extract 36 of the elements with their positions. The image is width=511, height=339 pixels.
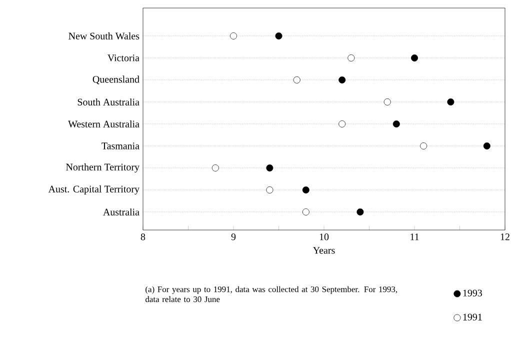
- point: [230, 32, 237, 40]
- point: [266, 164, 274, 172]
- y-tick-label: Aust. Capital Territory: [48, 185, 140, 194]
- point: [212, 164, 219, 172]
- y-tick-label: Victoria: [108, 54, 140, 62]
- point: [293, 76, 300, 84]
- point: [338, 76, 346, 84]
- point: [275, 32, 282, 40]
- point: [266, 186, 274, 194]
- legend-label: 1991: [463, 314, 482, 320]
- y-tick-label: South Australia: [78, 98, 140, 106]
- text: (a) For years up to 1991, data was collected at 30 September. For 1993, data relate to 30 June: [146, 286, 398, 302]
- x-tick-label: 9: [231, 234, 236, 240]
- x-tick-label: 10: [320, 234, 329, 240]
- point: [420, 142, 428, 150]
- y-tick-label: New South Wales: [68, 32, 140, 40]
- point: [411, 54, 418, 62]
- y-tick-label: Western Australia: [68, 120, 140, 128]
- legend-label: 1993: [463, 290, 482, 296]
- y-tick-label: Northern Territory: [66, 163, 140, 172]
- point: [356, 208, 364, 216]
- x-axis-title: Years: [312, 247, 335, 254]
- point: [384, 98, 391, 106]
- point: [338, 120, 346, 128]
- point: [392, 120, 400, 128]
- point: [302, 208, 310, 216]
- point: [302, 186, 310, 194]
- x-tick-label: 8: [140, 234, 146, 240]
- y-tick-label: Queensland: [92, 76, 140, 84]
- x-tick-label: 11: [410, 234, 419, 240]
- point: [483, 142, 490, 150]
- x-tick-label: 12: [500, 234, 510, 240]
- point: [348, 54, 355, 62]
- point: [447, 98, 454, 106]
- y-tick-label: Australia: [103, 208, 140, 216]
- y-tick-label: Tasmania: [102, 142, 140, 150]
